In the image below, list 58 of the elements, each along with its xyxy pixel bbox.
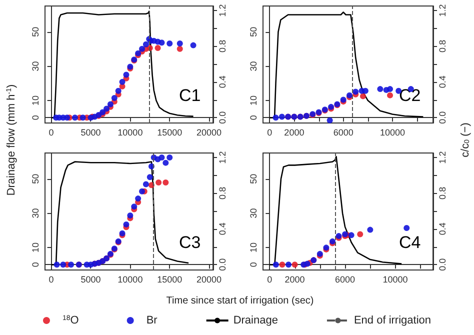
y2-tick-label: 0.8 — [438, 40, 448, 52]
y-tick-label: 50 — [30, 26, 40, 37]
y2-tick-label: 0.0 — [438, 111, 448, 124]
y-tick-label: 50 — [248, 26, 258, 37]
x-tick-label: 2000 — [284, 128, 304, 138]
legend-label: Drainage — [233, 314, 278, 326]
y2-tick-label: 0.0 — [438, 258, 448, 271]
annotation: C2 — [399, 86, 421, 105]
y2-tick-label: 0.8 — [218, 40, 228, 52]
y2-tick-label: 1.2 — [218, 4, 228, 17]
annotation: C1 — [179, 86, 201, 105]
x-axis-title: Time since start of irrigation (sec) — [166, 296, 314, 306]
x-tick-label: 10000 — [382, 274, 408, 284]
x-tick-label: 10000 — [118, 274, 143, 284]
y2-tick-label: 0.8 — [438, 186, 448, 200]
y2-tick-label: 0.4 — [218, 222, 228, 236]
y2-tick-label: 1.2 — [438, 151, 448, 164]
x-tick-label: 0 — [48, 128, 54, 138]
y2-tick-label: 1.2 — [218, 151, 228, 164]
x-tick-label: 20000 — [196, 128, 222, 138]
y-tick-label: 10 — [248, 242, 258, 253]
y-tick-label: 50 — [30, 174, 40, 184]
y-tick-label: 0 — [30, 262, 40, 268]
annotation: C3 — [179, 233, 201, 252]
y2-tick-label: 0.4 — [438, 222, 448, 236]
y-tick-label: 30 — [30, 61, 40, 72]
y-tick-label: 30 — [248, 61, 258, 72]
x-tick-label: 5000 — [80, 274, 101, 284]
x-tick-label: 6000 — [333, 128, 354, 138]
y2-tick-label: 0.0 — [218, 258, 228, 271]
y-tick-label: 10 — [248, 96, 258, 106]
x-tick-label: 15000 — [157, 128, 182, 138]
y-tick-label: 0 — [248, 262, 258, 268]
x-tick-label: 5000 — [80, 128, 101, 138]
x-tick-label: 15000 — [157, 274, 182, 284]
y-tick-label: 10 — [30, 242, 40, 253]
annotation: C4 — [399, 233, 421, 252]
x-tick-label: 20000 — [196, 274, 222, 284]
y2-tick-label: 1.2 — [438, 4, 448, 17]
x-tick-label: 0 — [267, 128, 272, 138]
x-tick-label: 10000 — [118, 128, 143, 138]
x-tick-label: 10000 — [380, 128, 405, 138]
y-tick-label: 30 — [248, 208, 258, 218]
y-tick-label: 10 — [30, 96, 40, 106]
legend-label: End of irrigation — [354, 314, 432, 326]
y-tick-label: 30 — [30, 208, 40, 218]
x-tick-label: 0 — [48, 274, 54, 284]
x-tick-label: 0 — [267, 274, 272, 284]
y2-tick-label: 0.8 — [218, 186, 228, 200]
y2-tick-label: 0.4 — [218, 76, 228, 88]
y2-tick-label: 0.0 — [218, 111, 228, 124]
legend-label: Br — [146, 314, 158, 326]
y-tick-label: 50 — [248, 174, 258, 184]
x-tick-label: 6000 — [335, 274, 356, 284]
y-tick-label: 0 — [248, 115, 258, 120]
x-tick-label: 2000 — [284, 274, 305, 284]
y2-tick-label: 0.4 — [438, 76, 448, 88]
y-tick-label: 0 — [30, 115, 40, 120]
